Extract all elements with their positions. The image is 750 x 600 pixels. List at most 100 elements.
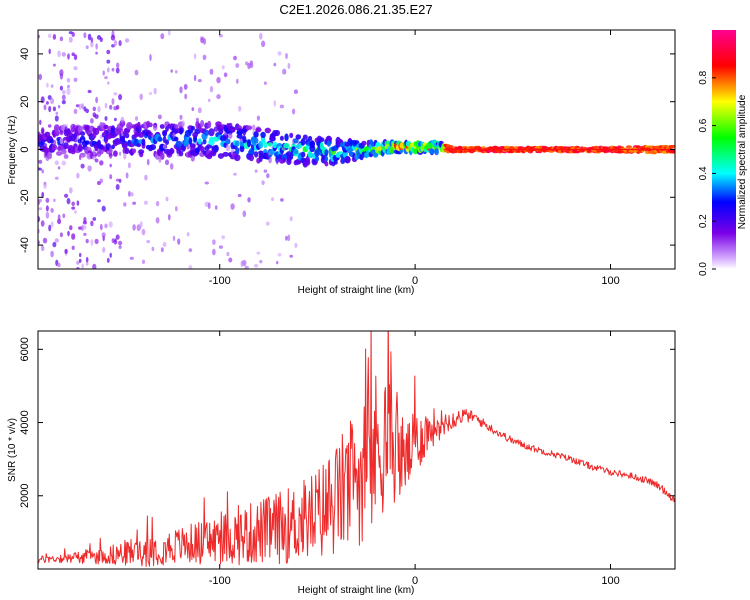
heatmap-cell <box>97 139 101 146</box>
heatmap-noise-cell <box>50 84 54 88</box>
heatmap-cell <box>148 122 153 128</box>
heatmap-cell <box>178 150 184 157</box>
heatmap-noise-cell <box>155 217 160 224</box>
snr-ylabel: SNR (10 * v/v) <box>7 418 18 482</box>
colorbar: 0.0 0.2 0.4 0.6 0.8 Normalized spectral ampl… <box>698 30 748 276</box>
heatmap-cell <box>159 124 165 129</box>
heatmap-noise-cell <box>237 193 242 198</box>
heatmap-noise-cell <box>109 155 112 160</box>
heatmap-noise-cell <box>230 203 235 210</box>
heatmap-noise-cell <box>80 163 85 169</box>
heatmap-noise-cell <box>141 228 146 236</box>
heatmap-noise-cell <box>165 196 169 202</box>
heatmap-cell <box>293 149 299 155</box>
heatmap-ytick-label: 20 <box>19 96 31 108</box>
heatmap-noise-cell <box>76 260 80 265</box>
heatmap-cell <box>248 154 254 162</box>
heatmap-noise-cell <box>223 72 228 78</box>
heatmap-xlabel: Height of straight line (km) <box>298 285 415 296</box>
heatmap-noise-cell <box>183 83 188 90</box>
heatmap-noise-cell <box>160 33 165 40</box>
heatmap-noise-cell <box>157 114 162 120</box>
heatmap-noise-cell <box>90 118 94 124</box>
heatmap-cell <box>174 136 179 142</box>
heatmap-noise-cell <box>207 202 211 210</box>
heatmap-noise-cell <box>59 137 64 145</box>
heatmap-cell <box>160 152 165 160</box>
heatmap-cell <box>119 119 126 127</box>
heatmap-noise-cell <box>123 152 127 160</box>
heatmap-cell <box>132 148 137 154</box>
heatmap-cell <box>157 136 162 142</box>
heatmap-cell <box>264 127 271 134</box>
heatmap-noise-cell <box>68 187 73 194</box>
heatmap-noise-cell <box>99 223 103 231</box>
heatmap-cell <box>141 138 146 146</box>
heatmap-noise-cell <box>124 38 130 43</box>
heatmap-noise-cell <box>109 174 113 180</box>
heatmap-noise-cell <box>146 240 151 244</box>
colorbar-label: Normalized spectral amplitude <box>737 94 748 229</box>
heatmap-noise-cell <box>41 191 45 199</box>
heatmap-noise-cell <box>170 69 173 73</box>
heatmap-noise-cell <box>120 130 124 137</box>
heatmap-noise-cell <box>43 104 47 111</box>
heatmap-noise-cell <box>71 32 75 37</box>
heatmap-noise-cell <box>113 240 118 245</box>
heatmap-noise-cell <box>114 117 117 122</box>
snr-xtick-label: -100 <box>209 575 231 587</box>
heatmap-noise-cell <box>57 218 62 225</box>
heatmap-cell <box>234 140 240 147</box>
heatmap-noise-cell <box>193 74 197 82</box>
heatmap-noise-cell <box>40 220 45 227</box>
heatmap-noise-cell <box>64 193 69 198</box>
heatmap-noise-cell <box>277 253 282 257</box>
heatmap-noise-cell <box>177 238 181 245</box>
heatmap-cell <box>239 145 245 153</box>
heatmap-ytick-label: 0 <box>19 146 31 152</box>
heatmap-noise-cell <box>123 202 127 207</box>
heatmap-ytick-label: 40 <box>19 48 31 60</box>
heatmap-cell <box>194 128 201 135</box>
heatmap-noise-cell <box>109 252 112 258</box>
heatmap-noise-cell <box>43 184 47 189</box>
heatmap-cell <box>229 127 236 132</box>
heatmap-cell <box>428 148 435 155</box>
snr-xtick-label: 100 <box>601 575 619 587</box>
heatmap-noise-cell <box>101 232 106 238</box>
heatmap-noise-cell <box>42 237 48 244</box>
heatmap-cell <box>272 141 278 149</box>
heatmap-cell <box>162 130 168 137</box>
heatmap-noise-cell <box>212 239 216 246</box>
heatmap-noise-cell <box>271 197 274 202</box>
heatmap-noise-cell <box>218 245 223 249</box>
heatmap-noise-cell <box>57 50 61 58</box>
heatmap-cell <box>78 143 83 151</box>
heatmap-noise-cell <box>48 33 52 39</box>
heatmap-noise-cell <box>285 52 288 60</box>
heatmap-noise-cell <box>111 98 115 105</box>
heatmap-noise-cell <box>106 67 110 73</box>
heatmap-noise-cell <box>164 159 170 166</box>
heatmap-noise-cell <box>85 238 89 244</box>
snr-frame <box>37 330 676 570</box>
heatmap-noise-cell <box>139 93 143 101</box>
heatmap-cell <box>248 149 255 155</box>
heatmap-noise-cell <box>97 199 101 203</box>
heatmap-noise-cell <box>57 214 61 221</box>
heatmap-noise-cell <box>115 234 120 240</box>
heatmap-noise-cell <box>38 215 41 223</box>
snr-panel: -100 0 100 2000 4000 6000 Height of straight … <box>7 330 676 596</box>
heatmap-noise-cell <box>85 125 89 130</box>
heatmap-cell <box>84 140 90 145</box>
heatmap-noise-cell <box>125 172 129 179</box>
heatmap-noise-cell <box>289 254 294 258</box>
heatmap-cell <box>253 137 259 144</box>
heatmap-cell <box>108 147 113 155</box>
heatmap-noise-cell <box>162 242 167 247</box>
heatmap-noise-cell <box>214 205 218 210</box>
heatmap-cell <box>55 126 59 134</box>
heatmap-noise-cell <box>71 52 75 56</box>
heatmap-noise-cell <box>253 264 259 268</box>
heatmap-noise-cell <box>52 106 57 112</box>
